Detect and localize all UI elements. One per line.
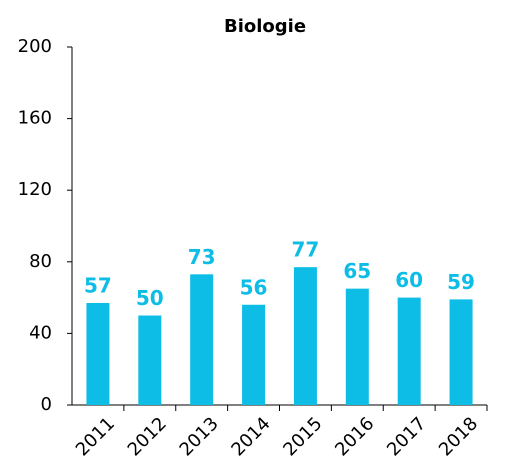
bar — [86, 302, 110, 405]
x-tick-label: 2011 — [72, 413, 119, 460]
y-tick-label: 160 — [18, 108, 52, 129]
data-label: 56 — [240, 275, 268, 299]
x-tick-label: 2018 — [435, 413, 482, 460]
data-label: 65 — [343, 259, 371, 283]
bar — [345, 288, 369, 405]
x-tick-label: 2014 — [227, 413, 274, 460]
bar — [242, 304, 266, 405]
data-label: 60 — [395, 268, 423, 292]
y-tick-label: 0 — [41, 394, 52, 415]
bar — [190, 274, 214, 405]
data-label: 57 — [84, 273, 112, 297]
x-tick-label: 2015 — [279, 413, 326, 460]
x-tick-label: 2012 — [124, 413, 171, 460]
y-tick-label: 200 — [18, 36, 52, 57]
data-label: 73 — [188, 245, 216, 269]
bar — [397, 297, 421, 405]
chart-title: Biologie — [224, 16, 306, 37]
x-tick-label: 2017 — [383, 413, 430, 460]
bar — [293, 267, 317, 405]
y-tick-label: 40 — [29, 322, 52, 343]
data-label: 77 — [292, 238, 320, 262]
y-tick-label: 80 — [29, 251, 52, 272]
data-label: 59 — [447, 270, 475, 294]
bar — [138, 315, 162, 405]
bar — [449, 299, 473, 405]
data-label: 50 — [136, 286, 164, 310]
x-tick-label: 2013 — [176, 413, 223, 460]
y-tick-label: 120 — [18, 179, 52, 200]
x-tick-label: 2016 — [331, 413, 378, 460]
